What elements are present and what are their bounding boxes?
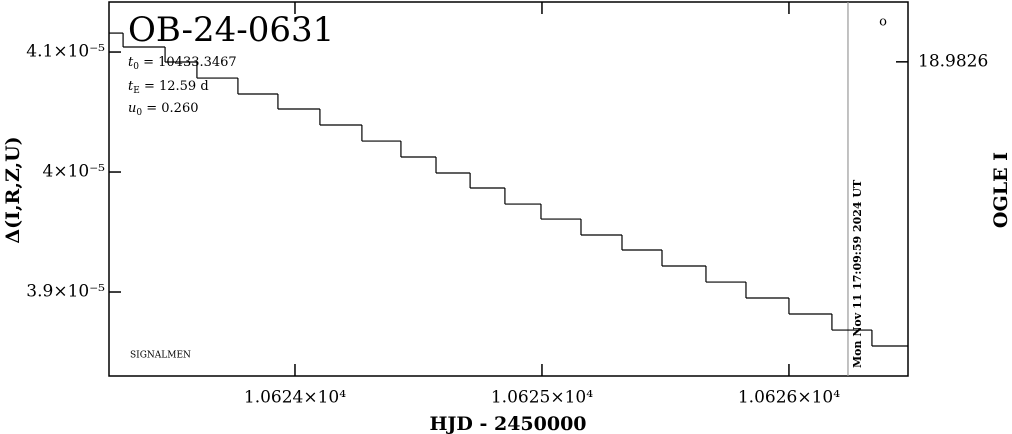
y-tick-label: 4.1×10⁻⁵	[26, 42, 105, 62]
footer-note: SIGNALMEN	[130, 351, 191, 361]
x-tick-label: 1.0625×10⁴	[491, 388, 593, 408]
param-symbol: u	[128, 101, 136, 116]
param-symbol: t	[128, 79, 134, 94]
x-tick-label: 1.0626×10⁴	[738, 388, 840, 408]
x-tick-label: 1.0624×10⁴	[244, 388, 346, 408]
x-axis-label: HJD - 2450000	[429, 413, 586, 434]
param-symbol: t	[128, 55, 134, 70]
y-axis-label: Δ(I,R,Z,U)	[2, 136, 24, 243]
parameter: u0 = 0.260	[128, 101, 198, 118]
y2-axis-label: OGLE I	[990, 152, 1012, 228]
marker-label: o	[879, 15, 887, 30]
param-text: = 0.260	[142, 101, 198, 116]
param-sub: 0	[136, 108, 142, 118]
y2-tick-label: 18.9826	[918, 51, 988, 71]
plot-frame	[108, 1, 909, 377]
param-sub: E	[133, 86, 140, 96]
y-tick-label: 3.9×10⁻⁵	[26, 282, 105, 302]
param-text: = 12.59 d	[140, 79, 209, 94]
parameter: tE = 12.59 d	[128, 79, 209, 96]
param-sub: 0	[133, 62, 139, 72]
chart-title: OB-24-0631	[128, 10, 334, 50]
timestamp-label: Mon Nov 11 17:09:59 2024 UT	[851, 179, 864, 368]
parameter: t0 = 10433.3467	[128, 55, 237, 72]
y-tick-label: 4×10⁻⁵	[43, 162, 106, 182]
